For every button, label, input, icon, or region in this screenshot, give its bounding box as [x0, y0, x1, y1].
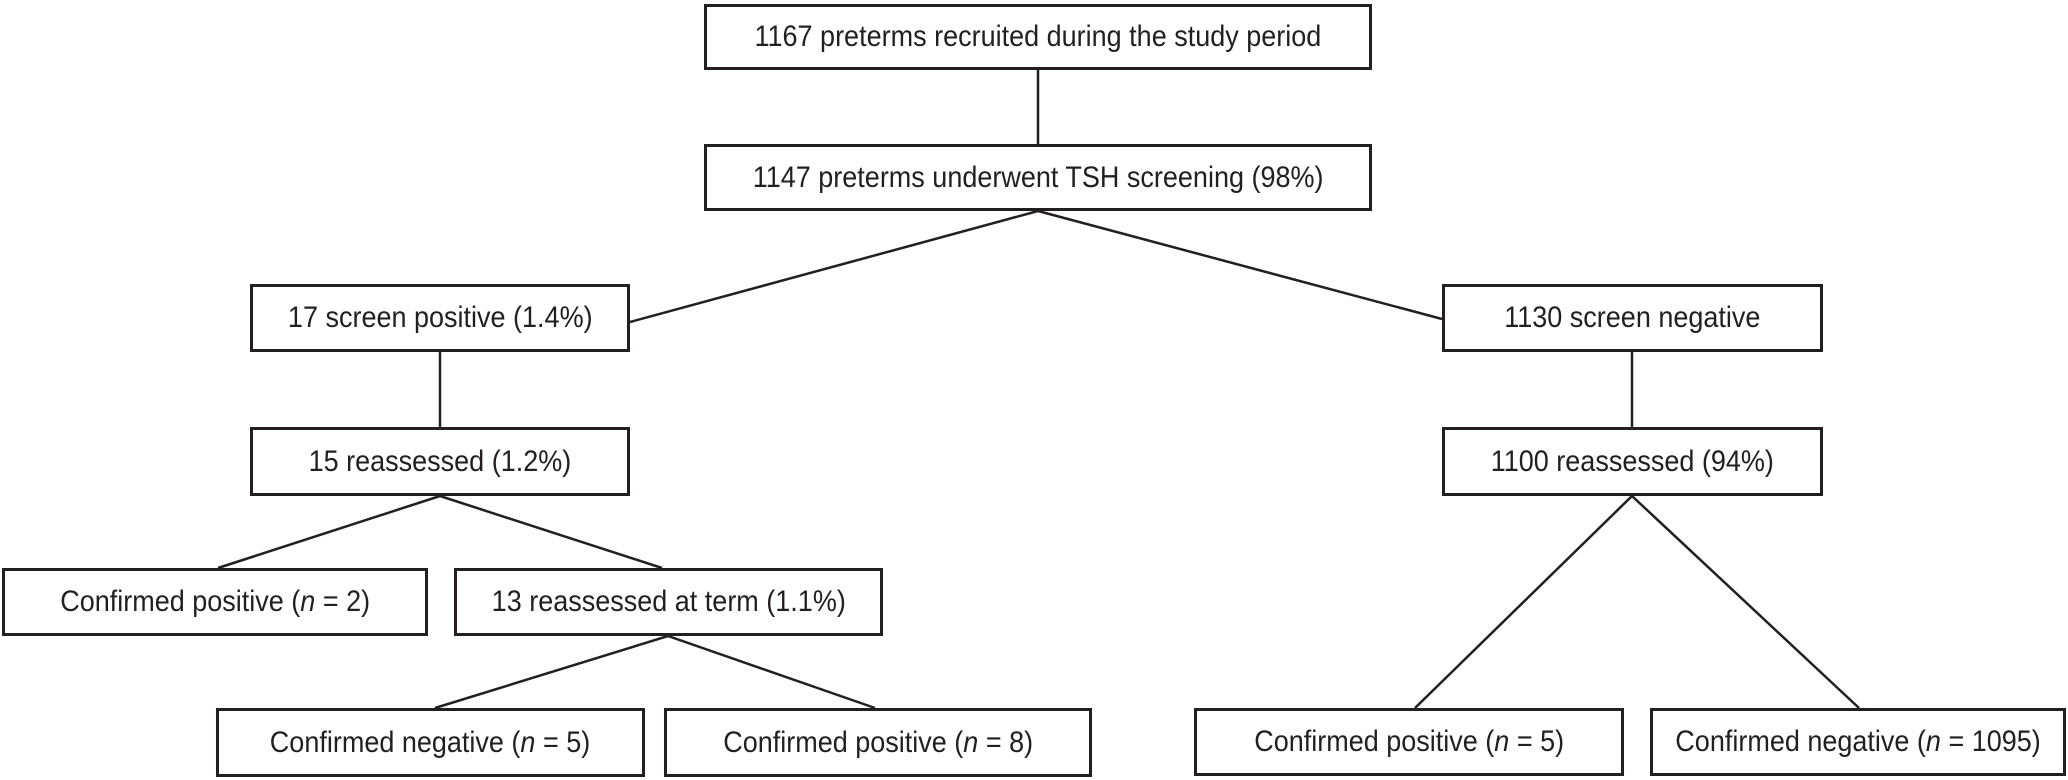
n-variable: n [1494, 725, 1510, 758]
node-confirmed-positive-8-label: Confirmed positive (n = 8) [723, 725, 1033, 759]
node-screen-negative-label: 1130 screen negative [1504, 301, 1761, 334]
edge-reassessed-confirmed-positive-2 [217, 494, 441, 570]
node-screened-label: 1147 preterms underwent TSH screening (9… [752, 160, 1324, 194]
edge-screened-screen-positive [629, 209, 1039, 324]
n-variable: n [300, 585, 316, 618]
node-confirmed-positive-2: Confirmed positive (n = 2) [2, 568, 428, 636]
edge-negative-confirmed-negative-1095 [1631, 495, 1860, 709]
node-recruited: 1167 preterms recruited during the study… [704, 4, 1372, 70]
node-reassessed-negative-label: 1100 reassessed (94%) [1490, 444, 1775, 478]
edge-term-confirmed-positive-8 [667, 634, 876, 710]
node-screened: 1147 preterms underwent TSH screening (9… [704, 144, 1372, 211]
node-reassessed-positive: 15 reassessed (1.2%) [250, 427, 630, 496]
node-screen-positive-label: 17 screen positive (1.4%) [287, 301, 593, 334]
n-variable: n [1925, 725, 1941, 758]
node-confirmed-positive-5-label: Confirmed positive (n = 5) [1254, 725, 1564, 758]
edge-screened-screen-negative [1037, 209, 1443, 321]
node-recruited-label: 1167 preterms recruited during the study… [754, 20, 1322, 53]
node-reassessed-negative: 1100 reassessed (94%) [1442, 427, 1823, 496]
edge-reassessed-reassessed-term [439, 494, 663, 570]
node-reassessed-term-label: 13 reassessed at term (1.1%) [491, 585, 846, 618]
edge-negative-confirmed-positive-5 [1414, 495, 1633, 709]
node-confirmed-negative-5: Confirmed negative (n = 5) [216, 708, 645, 777]
node-confirmed-positive-5: Confirmed positive (n = 5) [1194, 708, 1624, 776]
node-screen-positive: 17 screen positive (1.4%) [250, 284, 630, 352]
n-variable: n [520, 725, 536, 759]
node-confirmed-negative-1095-label: Confirmed negative (n = 1095) [1675, 725, 2041, 758]
node-confirmed-negative-1095: Confirmed negative (n = 1095) [1650, 708, 2066, 776]
node-confirmed-positive-8: Confirmed positive (n = 8) [664, 708, 1092, 777]
node-reassessed-positive-label: 15 reassessed (1.2%) [308, 444, 572, 478]
node-reassessed-term: 13 reassessed at term (1.1%) [454, 568, 883, 636]
node-confirmed-negative-5-label: Confirmed negative (n = 5) [270, 725, 591, 759]
n-variable: n [963, 725, 979, 759]
edge-term-confirmed-negative-5 [434, 634, 669, 710]
node-confirmed-positive-2-label: Confirmed positive (n = 2) [60, 585, 370, 618]
node-screen-negative: 1130 screen negative [1442, 284, 1823, 352]
